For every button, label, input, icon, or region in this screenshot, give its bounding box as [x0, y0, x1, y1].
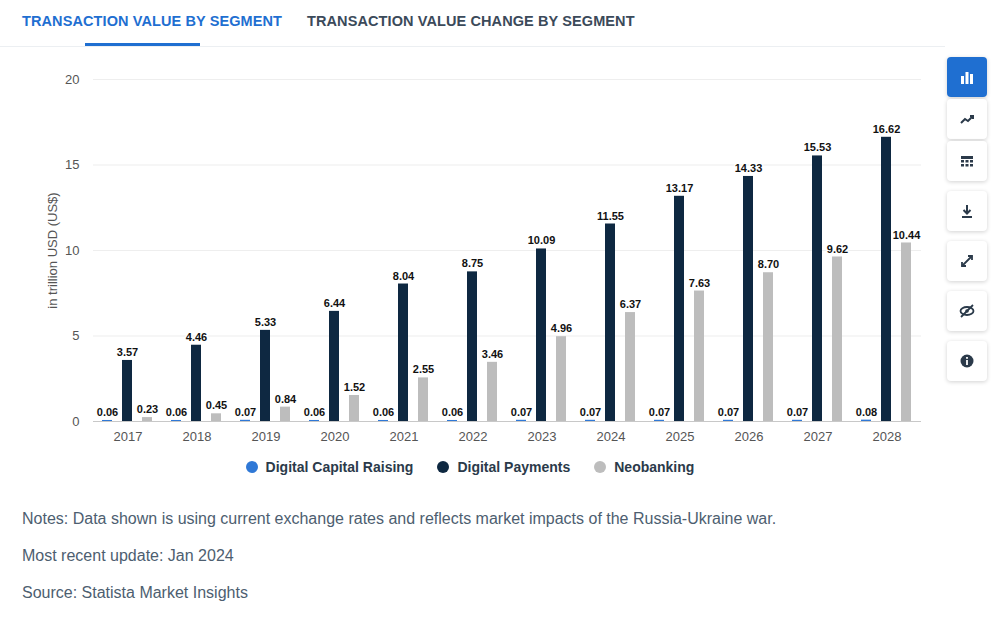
- svg-text:6.44: 6.44: [324, 297, 346, 309]
- svg-text:1.52: 1.52: [344, 381, 365, 393]
- svg-text:in trillion USD (US$): in trillion USD (US$): [45, 192, 60, 308]
- svg-text:20: 20: [65, 72, 79, 87]
- svg-text:5: 5: [72, 328, 79, 343]
- svg-text:2019: 2019: [252, 429, 281, 444]
- svg-text:3.57: 3.57: [117, 346, 138, 358]
- svg-text:10.44: 10.44: [893, 228, 921, 240]
- svg-text:2022: 2022: [459, 429, 488, 444]
- svg-text:2023: 2023: [528, 429, 557, 444]
- svg-text:0.06: 0.06: [166, 406, 187, 418]
- svg-text:16.62: 16.62: [873, 123, 901, 135]
- svg-text:0.07: 0.07: [235, 406, 256, 418]
- svg-text:2025: 2025: [666, 429, 695, 444]
- svg-text:3.46: 3.46: [482, 348, 503, 360]
- svg-text:13.17: 13.17: [666, 182, 694, 194]
- svg-text:2018: 2018: [183, 429, 212, 444]
- svg-text:0.08: 0.08: [856, 406, 877, 418]
- svg-text:2028: 2028: [873, 429, 902, 444]
- html-text:Source: Statista Market Insigh: Source: Statista Market Insights: [22, 584, 248, 601]
- svg-text:10.09: 10.09: [528, 234, 556, 246]
- svg-text:0.23: 0.23: [137, 403, 158, 415]
- svg-text:11.55: 11.55: [597, 210, 624, 222]
- svg-text:2017: 2017: [114, 429, 143, 444]
- svg-text:0.06: 0.06: [373, 406, 394, 418]
- svg-text:2024: 2024: [597, 429, 626, 444]
- svg-text:8.75: 8.75: [462, 257, 483, 269]
- html-text:TRANSACTION VALUE CHANGE BY SE: TRANSACTION VALUE CHANGE BY SEGMENT: [307, 13, 635, 29]
- svg-text:6.37: 6.37: [620, 298, 641, 310]
- svg-text:0.45: 0.45: [206, 399, 227, 411]
- svg-text:0.84: 0.84: [275, 393, 297, 405]
- svg-text:2020: 2020: [321, 429, 350, 444]
- svg-text:4.46: 4.46: [186, 331, 207, 343]
- svg-text:8.04: 8.04: [393, 270, 415, 282]
- svg-text:5.33: 5.33: [255, 316, 276, 328]
- svg-text:0.06: 0.06: [304, 406, 325, 418]
- svg-text:2021: 2021: [390, 429, 419, 444]
- svg-text:10: 10: [65, 243, 79, 258]
- svg-text:0.07: 0.07: [580, 406, 601, 418]
- svg-text:0: 0: [72, 414, 79, 429]
- svg-text:0.06: 0.06: [97, 406, 118, 418]
- html-text:Neobanking: Neobanking: [614, 459, 695, 475]
- svg-text:0.06: 0.06: [442, 406, 463, 418]
- html-text:Most recent update: Jan 2024: Most recent update: Jan 2024: [22, 547, 234, 564]
- svg-text:15: 15: [65, 157, 79, 172]
- svg-text:9.62: 9.62: [827, 243, 848, 255]
- html-text:TRANSACTION VALUE BY SEGMENT: TRANSACTION VALUE BY SEGMENT: [22, 13, 283, 29]
- svg-text:8.70: 8.70: [758, 258, 779, 270]
- svg-text:2.55: 2.55: [413, 363, 434, 375]
- svg-text:0.07: 0.07: [718, 406, 739, 418]
- html-text:Digital Capital Raising: Digital Capital Raising: [265, 459, 414, 475]
- svg-text:15.53: 15.53: [804, 141, 832, 153]
- html-text:Digital Payments: Digital Payments: [457, 459, 571, 475]
- svg-text:0.07: 0.07: [511, 406, 532, 418]
- svg-text:2027: 2027: [804, 429, 833, 444]
- svg-text:2026: 2026: [735, 429, 764, 444]
- svg-text:4.96: 4.96: [551, 322, 572, 334]
- svg-text:0.07: 0.07: [787, 406, 808, 418]
- svg-text:7.63: 7.63: [689, 277, 710, 289]
- html-text:Notes: Data shown is using cur: Notes: Data shown is using current excha…: [22, 510, 777, 527]
- svg-text:14.33: 14.33: [735, 162, 763, 174]
- svg-text:0.07: 0.07: [649, 406, 670, 418]
